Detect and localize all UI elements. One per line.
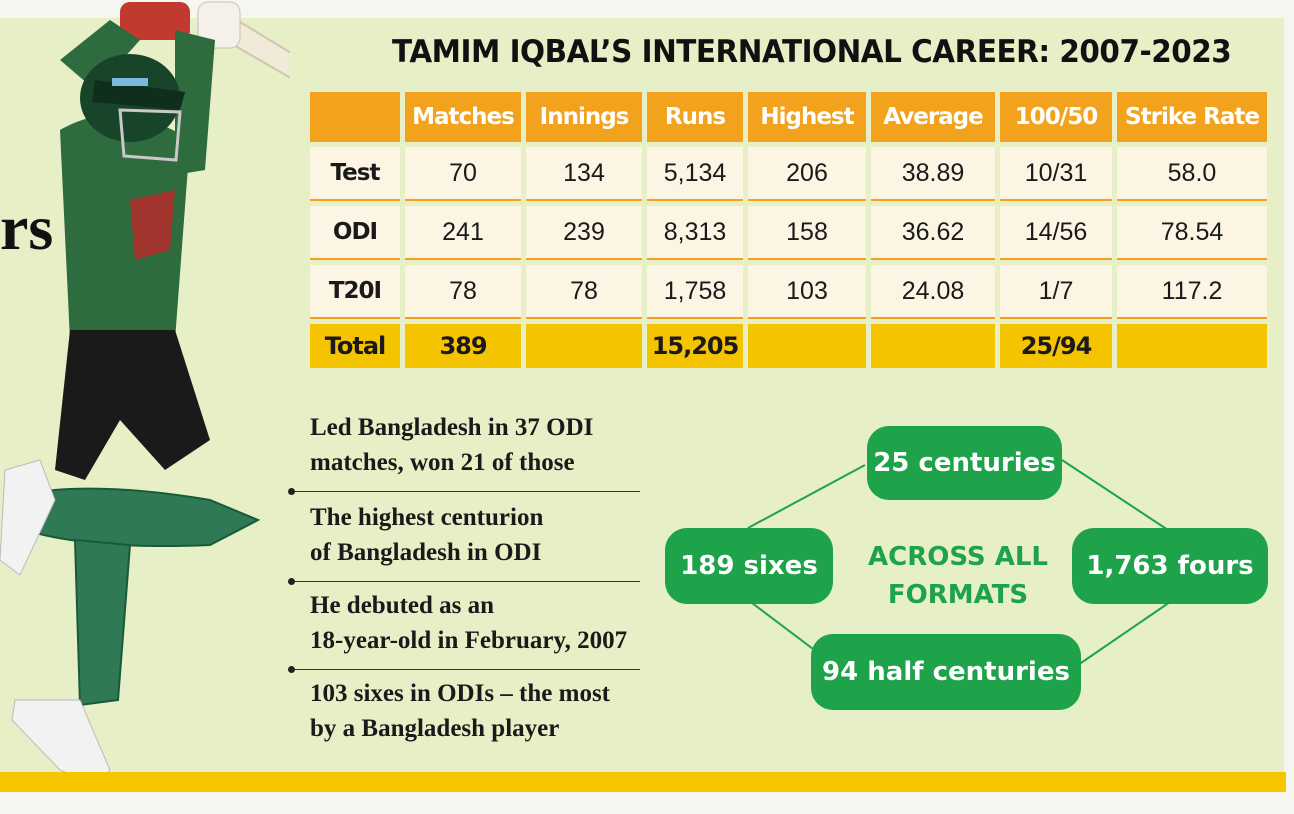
table-row: ODI 241 239 8,313 158 36.62 14/56 78.54 [310,206,1267,260]
batsman-photo [0,1,290,786]
table-cell: 58.0 [1117,147,1267,201]
centuries-pill: 25 centuries [867,426,1062,500]
col-header-100-50: 100/50 [1000,92,1112,142]
fact-line: The highest centurion [310,504,544,531]
col-header-runs: Runs [647,92,743,142]
table-header-row: Matches Innings Runs Highest Average 100… [310,92,1267,142]
total-average-empty [871,324,995,368]
table-cell: 8,313 [647,206,743,260]
row-label-total: Total [310,324,400,368]
table-row: Test 70 134 5,134 206 38.89 10/31 58.0 [310,147,1267,201]
table-cell: 70 [405,147,521,201]
fact-item: He debuted as an 18-year-old in February… [310,588,627,658]
fact-line: 18-year-old in February, 2007 [310,627,628,654]
row-label-t20i: T20I [310,265,400,319]
page-title: TAMIM IQBAL’S INTERNATIONAL CAREER: 2007… [392,34,1232,70]
fact-line: 103 sixes in ODIs – the most [310,680,611,707]
col-header-matches: Matches [405,92,521,142]
fact-line: matches, won 21 of those [310,449,575,476]
col-header-strike-rate: Strike Rate [1117,92,1267,142]
bottom-strip [0,792,1294,814]
table-cell: 158 [748,206,866,260]
sixes-pill: 189 sixes [665,528,833,604]
table-cell: 14/56 [1000,206,1112,260]
table-cell: 24.08 [871,265,995,319]
right-strip [1284,0,1294,814]
col-header-innings: Innings [526,92,642,142]
row-label-test: Test [310,147,400,201]
fact-divider [288,666,640,673]
table-cell: 78 [405,265,521,319]
fact-line: He debuted as an [310,592,495,619]
table-cell: 36.62 [871,206,995,260]
row-label-odi: ODI [310,206,400,260]
total-innings-empty [526,324,642,368]
fact-item: The highest centurion of Bangladesh in O… [310,500,543,570]
table-cell: 206 [748,147,866,201]
fact-line: by a Bangladesh player [310,715,560,742]
fact-item: 103 sixes in ODIs – the most by a Bangla… [310,676,610,746]
col-header-average: Average [871,92,995,142]
table-cell: 38.89 [871,147,995,201]
center-label-line: ACROSS ALL [868,542,1048,572]
table-cell: 239 [526,206,642,260]
table-cell: 78.54 [1117,206,1267,260]
total-highest-empty [748,324,866,368]
total-matches: 389 [405,324,521,368]
col-header-highest: Highest [748,92,866,142]
footer-bar [0,772,1286,792]
across-all-formats-label: ACROSS ALL FORMATS [852,538,1064,614]
table-corner-cell [310,92,400,142]
table-cell: 1/7 [1000,265,1112,319]
half-centuries-pill: 94 half centuries [811,634,1081,710]
table-cell: 10/31 [1000,147,1112,201]
table-cell: 134 [526,147,642,201]
table-cell: 241 [405,206,521,260]
top-strip [0,0,1294,18]
headline-fragment: rs [0,192,54,263]
total-runs: 15,205 [647,324,743,368]
total-100-50: 25/94 [1000,324,1112,368]
fours-pill: 1,763 fours [1072,528,1268,604]
table-cell: 5,134 [647,147,743,201]
table-cell: 1,758 [647,265,743,319]
table-cell: 78 [526,265,642,319]
table-cell: 103 [748,265,866,319]
fact-divider [288,578,640,585]
table-row: T20I 78 78 1,758 103 24.08 1/7 117.2 [310,265,1267,319]
career-stats-table: Matches Innings Runs Highest Average 100… [305,87,1272,373]
center-label-line: FORMATS [887,580,1029,610]
table-total-row: Total 389 15,205 25/94 [310,324,1267,368]
fact-divider [288,488,640,495]
fact-item: Led Bangladesh in 37 ODI matches, won 21… [310,410,593,480]
fact-line: of Bangladesh in ODI [310,539,542,566]
table-cell: 117.2 [1117,265,1267,319]
total-strike-rate-empty [1117,324,1267,368]
fact-line: Led Bangladesh in 37 ODI [310,414,594,441]
totals-diagram: 25 centuries 189 sixes 1,763 fours 94 ha… [660,420,1280,720]
